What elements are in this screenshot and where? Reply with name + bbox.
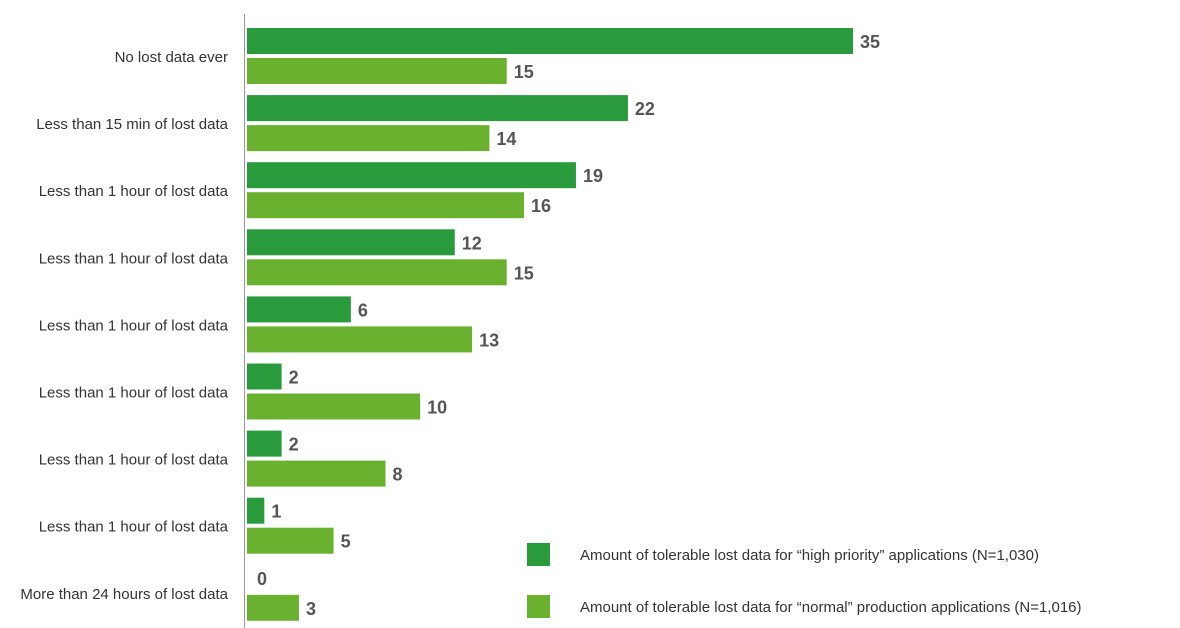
value-label: 2 — [289, 368, 299, 388]
bar-normal — [247, 125, 490, 152]
value-label: 19 — [583, 166, 603, 186]
bar-high-priority — [247, 363, 282, 390]
value-label: 3 — [306, 599, 316, 619]
category-label: Less than 1 hour of lost data — [39, 385, 229, 402]
bar-normal — [247, 393, 421, 420]
bar-normal — [247, 460, 386, 487]
category-label: Less than 15 min of lost data — [36, 116, 228, 133]
bar-high-priority — [247, 430, 282, 457]
value-label: 0 — [257, 569, 267, 589]
value-label: 1 — [271, 502, 281, 522]
legend-swatch-high-priority — [527, 543, 550, 566]
value-label: 35 — [860, 32, 880, 52]
category-label: Less than 1 hour of lost data — [39, 452, 229, 469]
category-label: More than 24 hours of lost data — [20, 586, 228, 603]
value-label: 8 — [393, 465, 403, 485]
legend-label-normal: Amount of tolerable lost data for “norma… — [580, 599, 1082, 616]
value-label: 6 — [358, 300, 368, 320]
value-label: 12 — [462, 233, 482, 253]
value-label: 22 — [635, 99, 655, 119]
bar-normal — [247, 259, 507, 286]
value-label: 10 — [427, 398, 447, 418]
value-label: 16 — [531, 196, 551, 216]
bar-normal — [247, 192, 525, 219]
legend-swatch-normal — [527, 595, 550, 618]
value-label: 14 — [496, 129, 516, 149]
value-label: 5 — [341, 532, 351, 552]
legend: Amount of tolerable lost data for “high … — [527, 543, 1082, 618]
category-label: Less than 1 hour of lost data — [39, 250, 229, 267]
bar-high-priority — [247, 229, 455, 256]
bar-high-priority — [247, 95, 628, 122]
category-label: No lost data ever — [115, 49, 228, 66]
bar-high-priority — [247, 497, 265, 524]
category-label: Less than 1 hour of lost data — [39, 183, 229, 200]
bar-high-priority — [247, 296, 351, 323]
value-label: 15 — [514, 62, 534, 82]
bar-normal — [247, 326, 473, 353]
category-label: Less than 1 hour of lost data — [39, 519, 229, 536]
category-label: Less than 1 hour of lost data — [39, 317, 229, 334]
bar-high-priority — [247, 162, 576, 189]
legend-label-high-priority: Amount of tolerable lost data for “high … — [580, 547, 1039, 564]
bar-normal — [247, 527, 334, 554]
value-label: 2 — [289, 435, 299, 455]
value-label: 13 — [479, 330, 499, 350]
bars-group — [247, 28, 853, 621]
bar-high-priority — [247, 28, 853, 54]
bar-normal — [247, 58, 507, 84]
value-label: 15 — [514, 263, 534, 283]
bar-normal — [247, 594, 299, 621]
